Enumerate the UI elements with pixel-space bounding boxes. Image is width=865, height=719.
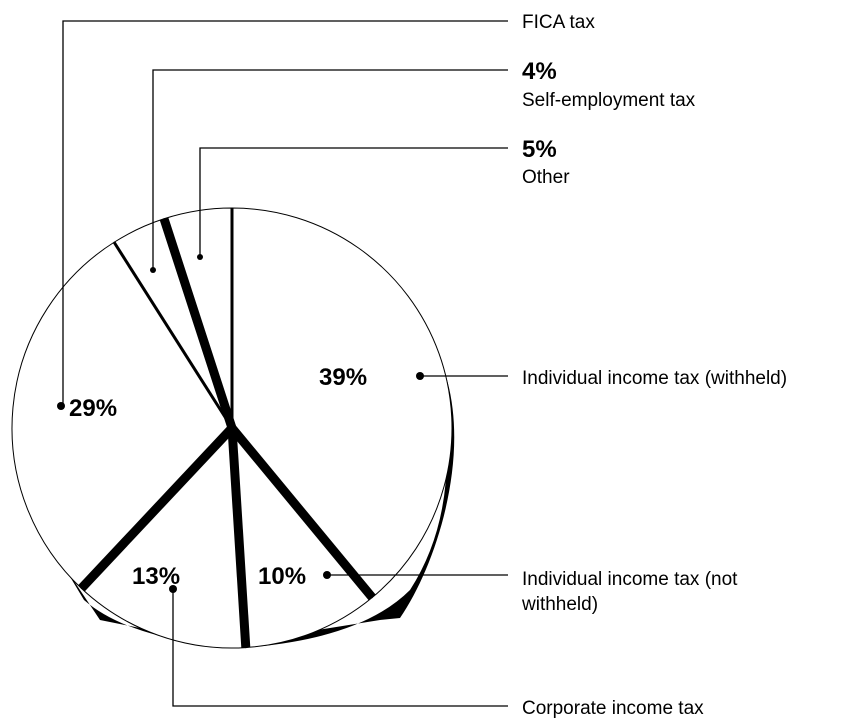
slice-individual-not-withheld <box>231 426 373 649</box>
dot-not-withheld <box>323 571 331 579</box>
label-not-withheld-name-2: withheld) <box>521 594 598 615</box>
label-self-employment-pct: 4% <box>522 58 557 85</box>
dot-withheld <box>416 372 424 380</box>
slice-separator <box>112 241 234 429</box>
pie-shadow-band <box>60 345 455 648</box>
label-other-pct: 5% <box>522 136 557 163</box>
dot-other <box>197 254 203 260</box>
slice-corporate <box>80 426 247 649</box>
leader-fica <box>62 20 508 406</box>
label-withheld-pct: 39% <box>319 364 367 391</box>
label-fica-pct: 29% <box>69 395 117 422</box>
leader-other <box>199 147 508 257</box>
slice-separator <box>227 427 251 648</box>
dot-fica <box>57 402 65 410</box>
slice-separator <box>228 425 376 601</box>
label-not-withheld-pct: 10% <box>258 563 306 590</box>
label-withheld-name: Individual income tax (withheld) <box>522 368 787 389</box>
slice-individual-withheld <box>231 207 453 599</box>
label-other-name: Other <box>522 167 570 188</box>
dot-self-employment <box>150 267 156 273</box>
label-not-withheld-name-1: Individual income tax (not <box>522 569 738 590</box>
label-corporate-name: Corporate income tax <box>522 698 704 719</box>
slice-separator <box>159 217 237 430</box>
leader-corporate <box>172 589 508 707</box>
label-fica-name: FICA tax <box>522 12 595 33</box>
label-self-employment-name: Self-employment tax <box>522 90 696 111</box>
label-corporate-pct: 13% <box>132 563 180 590</box>
slice-separator <box>78 424 236 592</box>
dot-corporate <box>169 585 177 593</box>
leader-self-employment <box>152 69 508 270</box>
slice-fica <box>11 241 233 590</box>
